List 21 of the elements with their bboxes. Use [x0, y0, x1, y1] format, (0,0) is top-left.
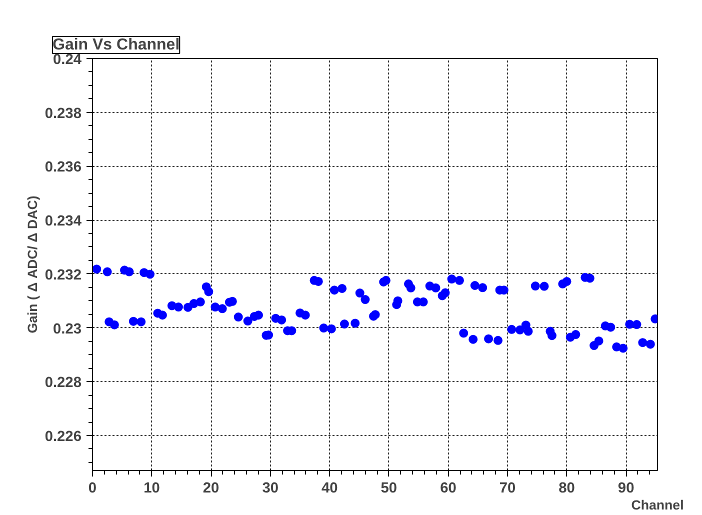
x-tick-label: 60	[440, 480, 456, 496]
chart-title: Gain Vs Channel	[52, 36, 180, 54]
y-tick-label: 0.238	[44, 106, 82, 122]
x-tick-label: 40	[321, 480, 338, 496]
x-tick-label: 30	[262, 480, 279, 496]
x-tick-label: 70	[499, 480, 516, 496]
x-tick-label: 20	[202, 480, 220, 496]
y-tick-label: 0.226	[44, 428, 82, 445]
y-tick-label: 0.23	[52, 321, 82, 338]
x-tick-label: 90	[618, 480, 634, 496]
y-tick-label: 0.24	[52, 52, 82, 68]
x-tick-label: 80	[558, 480, 575, 496]
y-tick-label: 0.234	[44, 214, 82, 230]
y-axis-title: Gain ( Δ ADC/ Δ DAC)	[24, 196, 40, 334]
x-tick-label: 50	[380, 480, 398, 496]
y-tick-label: 0.228	[44, 375, 82, 392]
x-axis-title: Channel	[631, 498, 684, 512]
x-tick-label: 0	[88, 480, 97, 496]
y-tick-label: 0.236	[44, 160, 82, 176]
y-tick-label: 0.232	[44, 267, 82, 284]
x-tick-label: 10	[144, 480, 160, 496]
